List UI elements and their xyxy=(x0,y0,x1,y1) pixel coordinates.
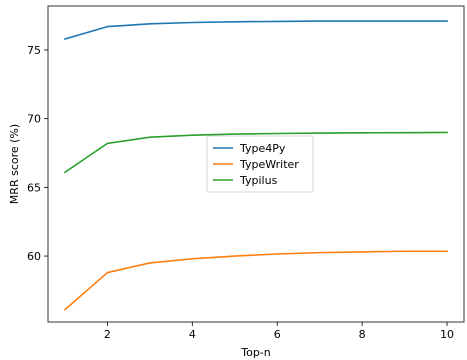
x-tick-label: 10 xyxy=(440,328,454,341)
series-line-type4py xyxy=(63,20,448,40)
plot-frame xyxy=(47,5,465,323)
y-tick-label: 70 xyxy=(27,113,41,126)
legend: Type4Py TypeWriter Typilus xyxy=(206,135,314,193)
series-line-typewriter xyxy=(63,250,448,311)
y-axis-label: MRR score (%) xyxy=(8,124,21,204)
y-tick-label: 60 xyxy=(27,250,41,263)
x-tick-label: 2 xyxy=(104,328,111,341)
y-tick-label: 75 xyxy=(27,44,41,57)
x-axis-label: Top-n xyxy=(240,346,271,359)
y-tick-label: 65 xyxy=(27,181,41,194)
x-tick-label: 4 xyxy=(189,328,196,341)
x-tick-label: 6 xyxy=(274,328,281,341)
legend-label-typilus: Typilus xyxy=(239,174,278,187)
legend-box xyxy=(206,135,314,193)
legend-label-type4py: Type4Py xyxy=(239,142,286,155)
x-axis: 2 4 6 8 10 xyxy=(104,322,454,341)
series-layer xyxy=(63,20,448,311)
series-line-typilus xyxy=(63,131,448,174)
legend-label-typewriter: TypeWriter xyxy=(239,158,299,171)
x-tick-label: 8 xyxy=(359,328,366,341)
y-axis: 60 65 70 75 xyxy=(27,44,48,263)
